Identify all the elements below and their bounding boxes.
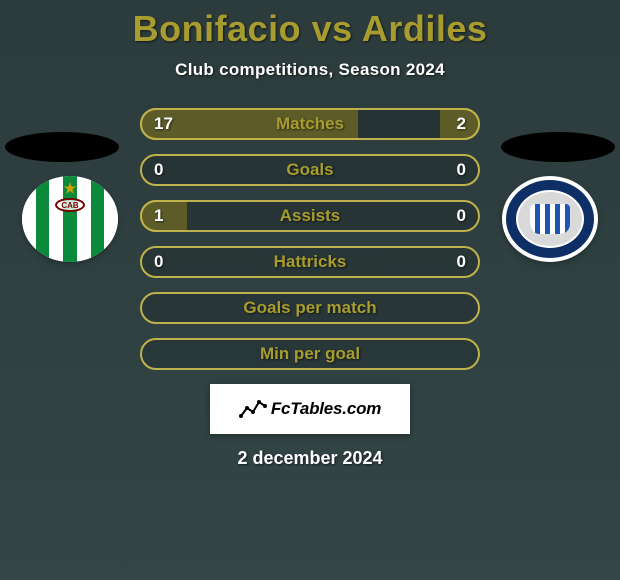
stat-label: Goals	[286, 160, 333, 180]
stat-label: Min per goal	[260, 344, 360, 364]
stat-value-right: 0	[457, 206, 466, 226]
shield-icon	[530, 204, 570, 234]
stat-value-right: 2	[457, 114, 466, 134]
stat-value-left: 0	[154, 252, 163, 272]
player-right-name: Ardiles	[362, 8, 488, 49]
date-line: 2 december 2024	[237, 448, 382, 469]
club-crest-right	[502, 176, 598, 262]
crest-left-badge: CAB	[55, 198, 85, 212]
stats-list: 17 Matches 2 0 Goals 0 1 Assists 0 0 Hattricks 0 Goa…	[140, 108, 480, 370]
page-title: Bonifacio vs Ardiles	[133, 8, 488, 50]
subtitle: Club competitions, Season 2024	[175, 60, 445, 80]
crest-right-inner	[518, 192, 582, 246]
stat-label: Assists	[280, 206, 340, 226]
stat-row: 17 Matches 2	[140, 108, 480, 140]
stat-row: Goals per match	[140, 292, 480, 324]
stat-label: Matches	[276, 114, 344, 134]
comparison-card: Bonifacio vs Ardiles Club competitions, …	[0, 0, 620, 580]
stat-fill-left	[140, 200, 187, 232]
chart-icon	[239, 398, 267, 420]
stat-row: Min per goal	[140, 338, 480, 370]
club-crest-left: ★ CAB	[22, 176, 118, 262]
crest-right-shadow	[501, 132, 615, 162]
brand-text: FcTables.com	[271, 399, 381, 419]
stat-value-left: 17	[154, 114, 173, 134]
player-left-name: Bonifacio	[133, 8, 302, 49]
stat-value-right: 0	[457, 160, 466, 180]
vs-separator: vs	[301, 8, 362, 49]
stat-label: Hattricks	[274, 252, 347, 272]
crest-left-shadow	[5, 132, 119, 162]
stat-value-left: 0	[154, 160, 163, 180]
stat-row: 1 Assists 0	[140, 200, 480, 232]
stat-row: 0 Goals 0	[140, 154, 480, 186]
stat-row: 0 Hattricks 0	[140, 246, 480, 278]
stat-label: Goals per match	[243, 298, 376, 318]
stat-value-right: 0	[457, 252, 466, 272]
stat-value-left: 1	[154, 206, 163, 226]
brand-box[interactable]: FcTables.com	[210, 384, 410, 434]
star-icon: ★	[64, 180, 77, 197]
